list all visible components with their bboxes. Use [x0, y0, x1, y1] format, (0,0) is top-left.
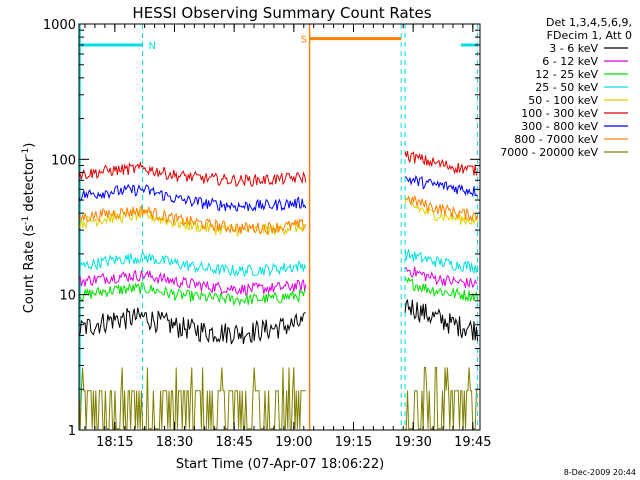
series-line-2-1: [404, 276, 479, 303]
series-line-6-1: [404, 174, 478, 198]
y-axis-label-mid: detector: [22, 156, 37, 216]
x-tick-label-0: 18:15: [96, 435, 133, 450]
y-tick-label-0: 1: [68, 424, 76, 439]
x-axis: 18:15 18:30 18:45 19:00 19:15 19:30 19:45: [84, 24, 492, 450]
legend-label-8: 7000 - 20000 keV: [500, 146, 598, 159]
x-tick-label-3: 19:00: [275, 435, 312, 450]
series-line-6-0: [79, 183, 307, 212]
legend-header-1: Det 1,3,4,5,6,9,: [546, 16, 632, 29]
series-line-7-1: [404, 195, 479, 221]
series-line-8-0: [79, 367, 306, 430]
legend-label-0: 3 - 6 keV: [549, 42, 598, 55]
series-7: [79, 195, 479, 235]
interval-label-night: N: [148, 41, 155, 52]
series-5: [79, 150, 478, 187]
series-8: [79, 366, 478, 430]
plot-area: [79, 24, 479, 430]
legend-label-6: 300 - 800 keV: [521, 120, 598, 133]
legend-label-4: 50 - 100 keV: [528, 94, 598, 107]
y-tick-label-2: 100: [51, 153, 76, 168]
y-axis-label: Count Rate (s-1 detector-1): [21, 143, 37, 314]
plot-frame: [78, 23, 481, 431]
chart-title: HESSI Observing Summary Count Rates: [132, 4, 431, 22]
series-0: [79, 298, 479, 345]
legend-label-7: 800 - 7000 keV: [514, 133, 598, 146]
series-line-2-0: [79, 281, 307, 307]
x-axis-label: Start Time (07-Apr-07 18:06:22): [176, 457, 384, 472]
series-6: [79, 174, 478, 212]
series-line-1-0: [79, 269, 307, 296]
x-tick-label-4: 19:15: [335, 435, 372, 450]
y-axis-label-sup2: -1: [21, 148, 31, 157]
legend-label-3: 25 - 50 keV: [535, 81, 598, 94]
interval-label-saa: S: [301, 35, 307, 46]
legend: Det 1,3,4,5,6,9, FDecim 1, Att 0 3 - 6 k…: [500, 16, 632, 159]
series-2: [79, 276, 479, 307]
footer-date: 8-Dec-2009 20:44: [564, 468, 636, 477]
series-line-0-0: [79, 307, 306, 345]
x-tick-label-1: 18:30: [156, 435, 193, 450]
legend-header-2: FDecim 1, Att 0: [547, 29, 632, 42]
y-tick-label-3: 1000: [43, 18, 76, 33]
series-line-5-0: [79, 160, 307, 187]
x-tick-label-5: 19:30: [394, 435, 431, 450]
series-3: [79, 249, 479, 278]
legend-label-2: 12 - 25 keV: [535, 68, 598, 81]
series-line-5-1: [404, 150, 478, 176]
y-axis-label-sup1: -1: [21, 216, 31, 225]
series-line-8-1: [405, 366, 478, 430]
x-tick-label-6: 19:45: [454, 435, 491, 450]
series-line-0-1: [404, 298, 479, 341]
y-axis-label-end: ): [22, 143, 37, 148]
y-tick-label-1: 10: [59, 289, 76, 304]
series-line-1-1: [404, 266, 478, 289]
y-axis-label-main: Count Rate (s: [22, 225, 37, 314]
y-axis: 1 10 100 1000: [43, 18, 480, 439]
series-line-3-1: [404, 249, 479, 274]
x-tick-label-2: 18:45: [215, 435, 252, 450]
series-1: [79, 266, 478, 296]
legend-label-5: 100 - 300 keV: [521, 107, 598, 120]
legend-label-1: 6 - 12 keV: [542, 55, 598, 68]
series-line-3-0: [79, 250, 307, 278]
series-line-7-0: [79, 204, 307, 235]
